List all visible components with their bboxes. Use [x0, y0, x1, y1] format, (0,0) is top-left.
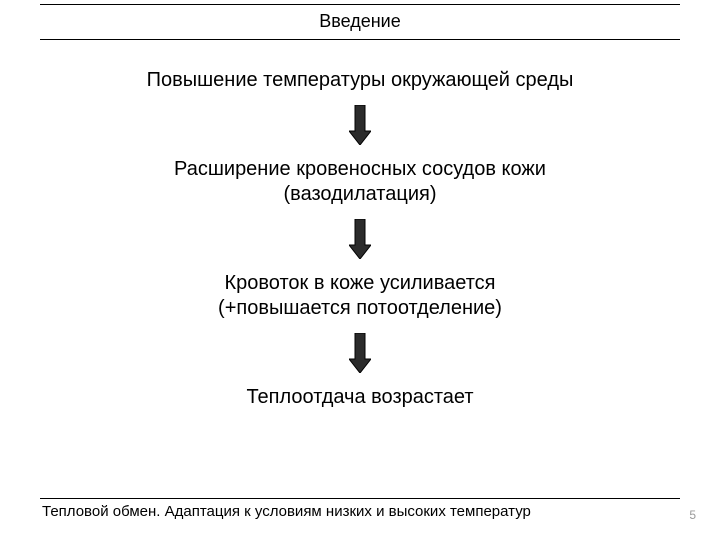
flow-node-line: Теплоотдача возрастает: [246, 385, 473, 410]
page-title: Введение: [40, 5, 680, 39]
slide-page: Введение Повышение температуры окружающе…: [0, 0, 720, 540]
down-arrow-icon: [349, 93, 371, 157]
down-arrow-icon: [349, 321, 371, 385]
flow-node-line: Расширение кровеносных сосудов кожи: [174, 157, 546, 182]
flow-node-line: Кровоток в коже усиливается: [218, 271, 502, 296]
flow-node-line: Повышение температуры окружающей среды: [147, 68, 574, 93]
footer-text: Тепловой обмен. Адаптация к условиям низ…: [40, 499, 680, 522]
flow-node-n1: Повышение температуры окружающей среды: [107, 68, 614, 93]
flow-node-line: (+повышается потоотделение): [218, 296, 502, 321]
flow-node-line: (вазодилатация): [174, 182, 546, 207]
flowchart: Повышение температуры окружающей среды Ра…: [0, 40, 720, 410]
down-arrow-icon: [349, 207, 371, 271]
flow-node-n3: Кровоток в коже усиливается(+повышается …: [178, 271, 542, 321]
footer: Тепловой обмен. Адаптация к условиям низ…: [0, 498, 720, 522]
flow-node-n2: Расширение кровеносных сосудов кожи(вазо…: [134, 157, 586, 207]
flow-node-n4: Теплоотдача возрастает: [206, 385, 513, 410]
page-number: 5: [689, 508, 696, 522]
header: Введение: [0, 0, 720, 40]
